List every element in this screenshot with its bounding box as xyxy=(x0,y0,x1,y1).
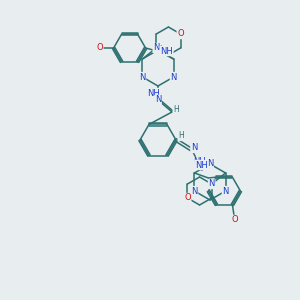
Text: O: O xyxy=(177,29,184,38)
Text: NH: NH xyxy=(193,158,206,166)
Text: N: N xyxy=(222,187,229,196)
Text: O: O xyxy=(96,44,103,52)
Text: N: N xyxy=(155,95,161,104)
Text: N: N xyxy=(208,179,215,188)
Text: N: N xyxy=(170,73,177,82)
Text: NH: NH xyxy=(148,88,160,98)
Text: O: O xyxy=(231,215,238,224)
Text: O: O xyxy=(184,194,191,202)
Text: N: N xyxy=(191,143,197,152)
Text: N: N xyxy=(155,46,161,55)
Text: N: N xyxy=(139,73,146,82)
Text: H: H xyxy=(173,104,179,113)
Text: NH: NH xyxy=(160,46,173,56)
Text: N: N xyxy=(191,187,198,196)
Text: H: H xyxy=(178,131,184,140)
Text: NH: NH xyxy=(195,160,208,169)
Text: N: N xyxy=(207,160,213,169)
Text: N: N xyxy=(153,44,160,52)
